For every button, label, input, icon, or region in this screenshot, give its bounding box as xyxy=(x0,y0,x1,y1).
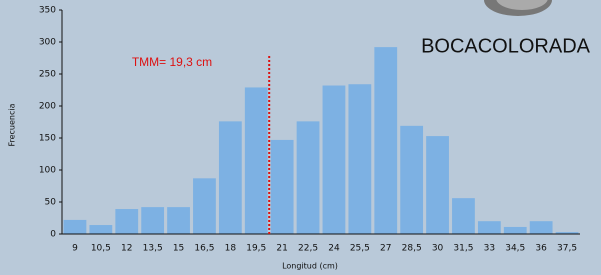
bar xyxy=(219,121,242,234)
bar xyxy=(452,198,475,234)
y-tick-label: 100 xyxy=(39,166,56,176)
x-tick-label: 22,5 xyxy=(298,244,318,254)
bar xyxy=(374,47,397,234)
bar xyxy=(426,136,449,234)
x-tick-label: 9 xyxy=(72,244,78,254)
y-tick-label: 150 xyxy=(39,134,56,144)
bar xyxy=(141,207,164,234)
bar xyxy=(167,207,190,234)
bar xyxy=(271,140,294,234)
x-tick-label: 36 xyxy=(535,244,547,254)
y-axis-title: Frecuencia xyxy=(8,103,17,146)
x-tick-label: 24 xyxy=(328,244,340,254)
bar xyxy=(504,227,527,234)
x-tick-label: 34,5 xyxy=(505,244,525,254)
bar xyxy=(89,225,112,234)
x-tick-label: 37,5 xyxy=(557,244,577,254)
x-tick-label: 31,5 xyxy=(453,244,473,254)
annotation: TMM= 19,3 cm xyxy=(132,55,212,69)
x-axis-title: Longitud (cm) xyxy=(282,262,338,271)
x-tick-label: 28,5 xyxy=(402,244,422,254)
y-tick-label: 50 xyxy=(45,198,57,208)
bar xyxy=(64,220,87,234)
bar xyxy=(400,126,423,234)
x-tick-label: 10,5 xyxy=(91,244,111,254)
x-tick-label: 19,5 xyxy=(246,244,266,254)
bar xyxy=(478,221,501,234)
bar xyxy=(530,221,553,234)
y-tick-label: 0 xyxy=(50,230,56,240)
chart-title: BOCACOLORADA xyxy=(421,35,591,57)
x-tick-label: 16,5 xyxy=(194,244,214,254)
x-tick-label: 25,5 xyxy=(350,244,370,254)
y-tick-label: 350 xyxy=(39,6,56,16)
bar xyxy=(323,86,346,234)
y-tick-label: 200 xyxy=(39,102,56,112)
bar xyxy=(348,84,371,234)
bar xyxy=(115,209,138,234)
x-tick-label: 27 xyxy=(380,244,391,254)
bar xyxy=(193,178,216,234)
x-tick-label: 13,5 xyxy=(143,244,163,254)
x-tick-label: 33 xyxy=(484,244,495,254)
y-tick-label: 250 xyxy=(39,70,56,80)
bar xyxy=(297,121,320,234)
y-tick-label: 300 xyxy=(39,38,56,48)
x-tick-label: 15 xyxy=(173,244,184,254)
chart: BOCACOLORADA TMM= 19,3 cm Longitud (cm) … xyxy=(0,0,601,275)
x-tick-label: 30 xyxy=(432,244,444,254)
bar xyxy=(245,87,268,234)
x-tick-label: 12 xyxy=(121,244,132,254)
x-tick-label: 18 xyxy=(225,244,237,254)
x-tick-label: 21 xyxy=(276,244,287,254)
